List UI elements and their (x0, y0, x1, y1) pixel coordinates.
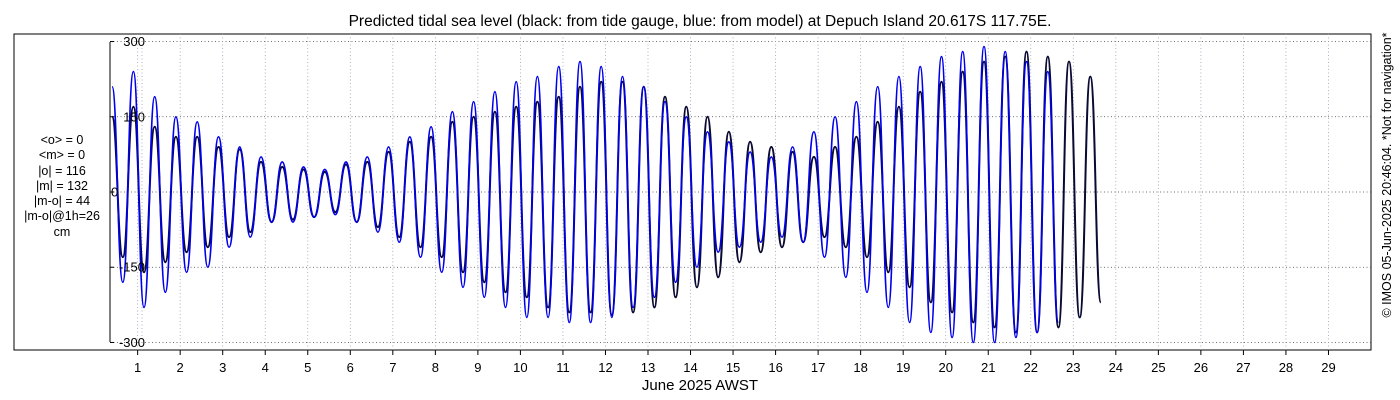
credit-note: © IMOS 05-Jun-2025 20:46:04. *Not for na… (1380, 32, 1394, 318)
stats-mean-observed: <o> = 0 (40, 133, 84, 147)
x-tick-label: 20 (938, 360, 952, 375)
x-tick-label: 22 (1024, 360, 1038, 375)
x-tick-label: 18 (853, 360, 867, 375)
chart-title: Predicted tidal sea level (black: from t… (349, 13, 1052, 30)
x-tick-label: 13 (641, 360, 655, 375)
x-tick-label: 12 (598, 360, 612, 375)
y-tick-label: 0 (111, 185, 118, 200)
x-tick-label: 25 (1151, 360, 1165, 375)
x-tick-label: 15 (726, 360, 740, 375)
x-tick-label: 23 (1066, 360, 1080, 375)
x-tick-label: 2 (177, 360, 184, 375)
x-tick-label: 4 (262, 360, 269, 375)
stats-abs-observed: |o| = 116 (38, 163, 86, 178)
x-tick-label: 10 (513, 360, 527, 375)
x-tick-label: 21 (981, 360, 995, 375)
x-tick-label: 26 (1194, 360, 1208, 375)
series-line-model (111, 45, 1060, 344)
y-tick-label: 300 (123, 34, 145, 49)
x-tick-label: 8 (432, 360, 439, 375)
x-tick-label: 17 (811, 360, 825, 375)
stats-mean-model: <m> = 0 (38, 148, 86, 163)
x-tick-label: 7 (389, 360, 396, 375)
stats-panel: <o> = 0 <m> = 0 |o| = 116 |m| = 132 |m-o… (14, 133, 110, 240)
x-tick-label: 11 (556, 360, 570, 375)
y-tick-label: -300 (119, 335, 145, 350)
x-tick-label: 27 (1236, 360, 1250, 375)
x-tick-label: 1 (134, 360, 141, 375)
x-tick-label: 16 (768, 360, 782, 375)
x-tick-label: 6 (347, 360, 354, 375)
x-tick-label: 9 (474, 360, 481, 375)
stats-abs-diff-1h: |m-o|@1h=26 (24, 209, 100, 224)
series-lines (111, 45, 1102, 344)
x-axis-label: June 2025 AWST (642, 377, 758, 394)
axes (109, 41, 1329, 355)
x-tick-label: 24 (1109, 360, 1123, 375)
x-tick-labels: 1 2 3 4 5 6 7 8 9 10 11 12 13 14 15 16 17 18 19 20 21 22 23 24 2… (134, 360, 1336, 375)
x-tick-label: 5 (304, 360, 311, 375)
stats-unit: cm (53, 224, 71, 239)
stats-abs-diff: |m-o| = 44 (33, 194, 91, 209)
x-tick-label: 3 (219, 360, 226, 375)
y-tick-label: -150 (119, 260, 145, 275)
x-tick-label: 14 (683, 360, 697, 375)
stats-abs-model: |m| = 132 (35, 178, 88, 193)
y-tick-label: 150 (123, 109, 145, 124)
x-tick-label: 19 (896, 360, 910, 375)
y-tick-labels: -300 -150 0 150 300 (111, 34, 145, 350)
x-tick-label: 29 (1321, 360, 1335, 375)
x-tick-label: 28 (1279, 360, 1293, 375)
